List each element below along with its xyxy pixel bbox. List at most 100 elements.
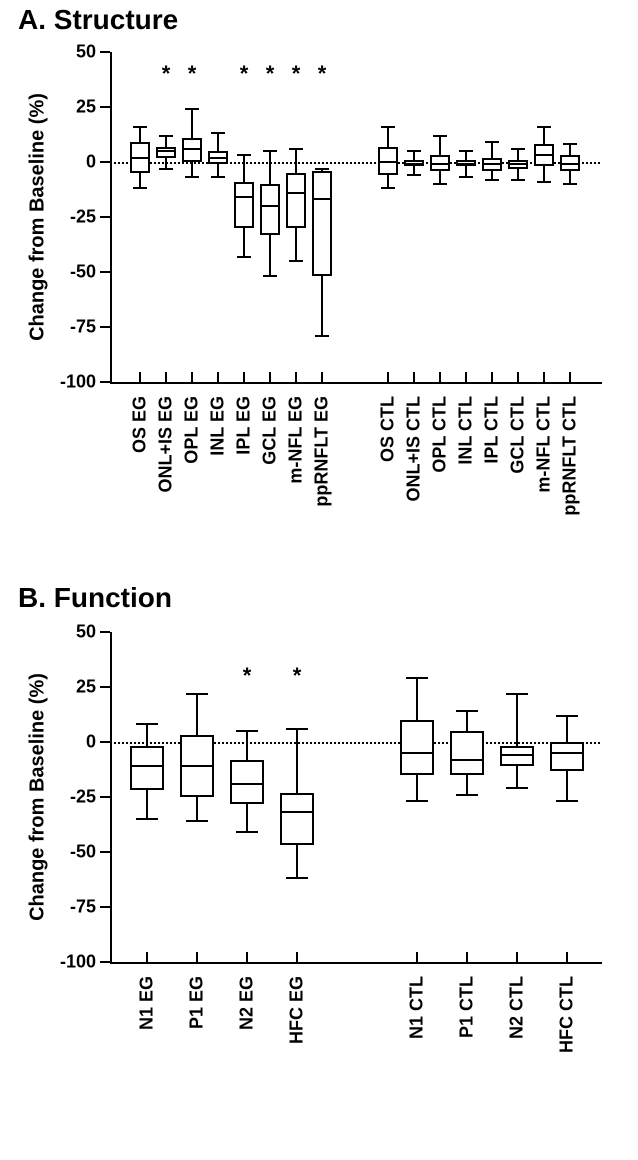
x-tick xyxy=(465,372,467,382)
x-tick-label: P1 EG xyxy=(187,976,208,1029)
whisker xyxy=(566,771,568,802)
box xyxy=(230,760,264,804)
x-tick-label: N2 EG xyxy=(237,976,258,1030)
structure-chart: -100-75-50-2502550Change from Baseline (… xyxy=(110,52,600,382)
y-tick-label: 25 xyxy=(76,97,96,118)
x-tick xyxy=(269,372,271,382)
whisker xyxy=(439,136,441,156)
median-line xyxy=(260,205,280,207)
x-tick-label: m-NFL CTL xyxy=(534,396,555,493)
whisker xyxy=(543,166,545,181)
whisker xyxy=(517,149,519,160)
whisker xyxy=(491,142,493,157)
box xyxy=(156,147,176,158)
whisker xyxy=(146,724,148,746)
median-line xyxy=(180,765,214,767)
whisker-cap xyxy=(263,275,277,277)
y-tick-label: -75 xyxy=(70,897,96,918)
whisker-cap xyxy=(537,126,551,128)
box xyxy=(312,171,332,277)
x-tick-label: HFC CTL xyxy=(557,976,578,1053)
whisker-cap xyxy=(563,183,577,185)
significance-marker: * xyxy=(188,61,197,87)
median-line xyxy=(378,161,398,163)
x-tick xyxy=(416,952,418,962)
whisker xyxy=(439,171,441,184)
whisker-cap xyxy=(456,794,478,796)
x-tick xyxy=(196,952,198,962)
y-tick xyxy=(100,381,110,383)
significance-marker: * xyxy=(293,663,302,689)
y-tick xyxy=(100,161,110,163)
whisker xyxy=(191,109,193,138)
whisker xyxy=(296,845,298,878)
x-tick xyxy=(295,372,297,382)
x-tick xyxy=(246,952,248,962)
x-tick xyxy=(491,372,493,382)
y-tick xyxy=(100,106,110,108)
whisker-cap xyxy=(407,174,421,176)
x-tick xyxy=(139,372,141,382)
whisker xyxy=(269,151,271,184)
y-tick-label: -100 xyxy=(60,372,96,393)
plot-area xyxy=(110,52,602,384)
whisker xyxy=(295,149,297,173)
x-tick xyxy=(296,952,298,962)
y-tick xyxy=(100,686,110,688)
whisker xyxy=(165,136,167,147)
significance-marker: * xyxy=(162,61,171,87)
y-tick-label: 0 xyxy=(86,732,96,753)
whisker-cap xyxy=(159,168,173,170)
whisker-cap xyxy=(136,818,158,820)
median-line xyxy=(286,192,306,194)
x-tick-label: IPL CTL xyxy=(482,396,503,464)
whisker-cap xyxy=(406,800,428,802)
whisker xyxy=(296,729,298,793)
whisker xyxy=(566,716,568,742)
box xyxy=(280,793,314,846)
x-tick-label: OS EG xyxy=(130,396,151,453)
box xyxy=(500,746,534,766)
x-tick xyxy=(569,372,571,382)
whisker xyxy=(387,175,389,188)
whisker xyxy=(196,694,198,736)
whisker-cap xyxy=(381,187,395,189)
whisker-cap xyxy=(289,148,303,150)
x-tick xyxy=(566,952,568,962)
panel-a-title: A. Structure xyxy=(18,4,178,36)
significance-marker: * xyxy=(240,61,249,87)
whisker-cap xyxy=(459,150,473,152)
whisker-cap xyxy=(563,143,577,145)
whisker-cap xyxy=(236,730,258,732)
whisker xyxy=(516,766,518,788)
median-line xyxy=(230,783,264,785)
x-tick-label: INL CTL xyxy=(456,396,477,465)
whisker-cap xyxy=(211,176,225,178)
whisker xyxy=(246,731,248,760)
x-tick xyxy=(413,372,415,382)
y-tick-label: -50 xyxy=(70,842,96,863)
median-line xyxy=(430,163,450,165)
median-line xyxy=(182,148,202,150)
whisker-cap xyxy=(433,183,447,185)
plot-area xyxy=(110,632,602,964)
whisker xyxy=(269,235,271,277)
x-tick-label: N2 CTL xyxy=(507,976,528,1039)
x-tick xyxy=(387,372,389,382)
y-tick xyxy=(100,271,110,273)
box xyxy=(286,173,306,228)
whisker-cap xyxy=(133,187,147,189)
whisker-cap xyxy=(185,108,199,110)
whisker-cap xyxy=(289,260,303,262)
median-line xyxy=(500,754,534,756)
whisker xyxy=(516,694,518,747)
whisker-cap xyxy=(186,820,208,822)
median-line xyxy=(560,163,580,165)
whisker xyxy=(465,151,467,160)
significance-marker: * xyxy=(318,61,327,87)
y-tick xyxy=(100,796,110,798)
whisker xyxy=(321,276,323,335)
whisker-cap xyxy=(236,831,258,833)
whisker-cap xyxy=(286,728,308,730)
x-tick-label: OPL EG xyxy=(182,396,203,464)
